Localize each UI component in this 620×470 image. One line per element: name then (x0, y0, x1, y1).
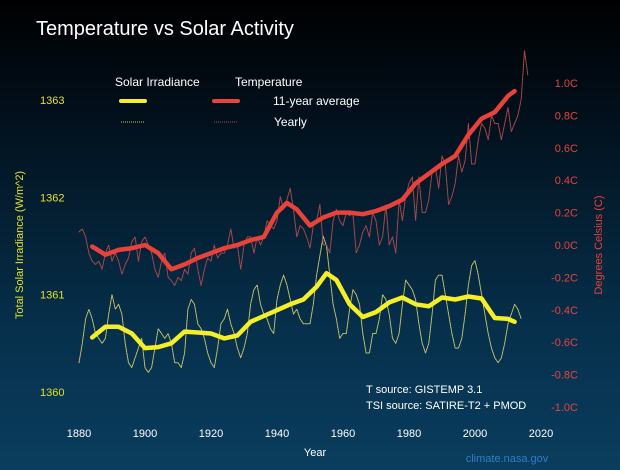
left-tick-label: 1363 (40, 95, 64, 107)
right-tick-label: 0.4C (555, 175, 578, 187)
right-tick-label: -0.4C (551, 305, 578, 317)
left-tick-label: 1362 (40, 192, 64, 204)
right-tick-label: 0.0C (555, 240, 578, 252)
chart-title: Temperature vs Solar Activity (36, 18, 294, 40)
solar-average-line (89, 270, 517, 351)
temperature-average-line (89, 88, 517, 272)
right-tick-label: -0.6C (551, 337, 578, 349)
annotation-tsi-source: TSI source: SATIRE-T2 + PMOD (366, 400, 526, 412)
credit: climate.nasa.gov (466, 453, 549, 465)
left-axis-label: Total Solar Irradiance (W/m^2) (14, 171, 26, 319)
left-tick-label: 1361 (40, 290, 64, 302)
x-tick-label: 1940 (265, 428, 289, 440)
legend-temp-header: Temperature (235, 75, 303, 89)
x-tick-label: 1920 (199, 428, 223, 440)
right-axis-label: Degrees Celsius (C) (593, 195, 605, 294)
x-tick-label: 1880 (67, 428, 91, 440)
solar-yearly-line (78, 235, 522, 373)
temperature-yearly-line (78, 50, 529, 286)
right-tick-label: 0.6C (555, 143, 578, 155)
x-tick-label: 2020 (529, 428, 553, 440)
legend: Solar Irradiance Temperature 11-year ave… (115, 75, 360, 129)
x-axis-label: Year (304, 447, 327, 459)
legend-yearly-label: Yearly (274, 115, 307, 129)
right-tick-label: 0.2C (555, 208, 578, 220)
right-tick-label: -1.0C (551, 402, 578, 414)
right-tick-label: 0.8C (555, 110, 578, 122)
right-tick-label: -0.8C (551, 370, 578, 382)
annotation-t-source: T source: GISTEMP 3.1 (366, 384, 482, 396)
x-tick-label: 1900 (133, 428, 157, 440)
legend-avg-label: 11-year average (273, 94, 360, 108)
right-tick-label: -0.2C (551, 272, 578, 284)
right-tick-label: 1.0C (555, 78, 578, 90)
x-tick-label: 1980 (397, 428, 421, 440)
left-tick-label: 1360 (40, 387, 64, 399)
x-tick-label: 2000 (463, 428, 487, 440)
legend-solar-header: Solar Irradiance (115, 75, 200, 89)
x-tick-label: 1960 (331, 428, 355, 440)
